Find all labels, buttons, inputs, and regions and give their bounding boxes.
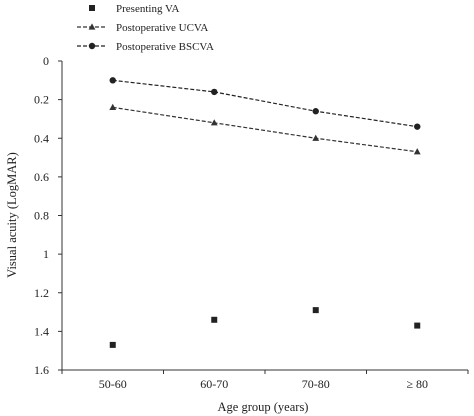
data-point [414, 322, 421, 329]
axes: 0 0.2 0.4 0.6 0.8 1 1.2 1.4 1.6 50-60 60-70 70-80 ≥ … [34, 54, 469, 391]
series-line [112, 79, 418, 128]
y-tick-label: 0.2 [34, 93, 49, 107]
legend-label: Postoperative BSCVA [116, 41, 214, 53]
data-point [312, 108, 319, 115]
data-point [312, 134, 320, 141]
data-point [210, 119, 218, 126]
legend: Presenting VA Postoperative UCVA Postopera… [77, 3, 214, 53]
series-square [109, 307, 421, 348]
series-triangle [109, 103, 421, 155]
y-tick-label: 1 [43, 247, 49, 261]
x-axis-label: Age group (years) [218, 400, 309, 414]
y-tick-label: 1.6 [34, 363, 49, 377]
data-point [109, 77, 116, 84]
legend-item: Postoperative UCVA [77, 22, 208, 34]
y-tick-label: 1.2 [34, 286, 49, 300]
data-point [109, 341, 116, 348]
data-point [413, 148, 421, 155]
legend-marker [88, 42, 96, 50]
y-tick-label: 0.6 [34, 170, 49, 184]
x-tick-label: 50-60 [99, 377, 127, 391]
legend-item: Presenting VA [89, 3, 180, 15]
x-tick-label: 70-80 [302, 377, 330, 391]
series-circle [109, 77, 421, 130]
data-point [414, 123, 421, 130]
legend-marker [89, 5, 95, 11]
legend-label: Postoperative UCVA [116, 22, 208, 34]
chart-marks [109, 77, 421, 348]
y-tick-label: 0.4 [34, 131, 49, 145]
x-tick-label: 60-70 [200, 377, 228, 391]
x-tick-label: ≥ 80 [406, 377, 428, 391]
data-point [211, 88, 218, 96]
data-point [312, 307, 319, 314]
legend-label: Presenting VA [116, 3, 180, 15]
legend-item: Postoperative BSCVA [77, 41, 214, 53]
y-axis-label: Visual acuity (LogMAR) [5, 152, 19, 278]
data-point [109, 103, 117, 110]
y-tick-label: 1.4 [34, 324, 49, 338]
legend-marker [88, 23, 96, 30]
series-line [112, 106, 418, 153]
y-tick-label: 0 [43, 54, 49, 68]
data-point [211, 316, 218, 323]
y-tick-label: 0.8 [34, 209, 49, 223]
